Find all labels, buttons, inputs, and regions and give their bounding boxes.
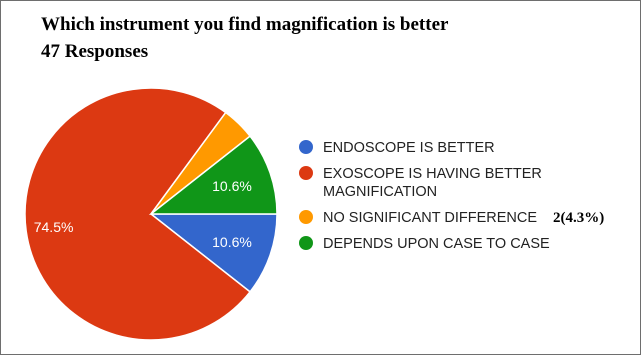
legend-label-1-line2: MAGNIFICATION — [323, 184, 437, 200]
slice-label-3: 10.6% — [212, 178, 252, 194]
legend-label-2: NO SIGNIFICANT DIFFERENCE — [323, 210, 537, 226]
chart-subtitle: 47 Responses — [41, 41, 149, 62]
legend-marker-2 — [299, 210, 313, 224]
slice-label-0: 10.6% — [212, 234, 252, 250]
legend-label-0: ENDOSCOPE IS BETTER — [323, 140, 495, 156]
legend-marker-1 — [299, 166, 313, 180]
slice-label-1: 74.5% — [34, 219, 74, 235]
no-difference-annotation: 2(4.3%) — [553, 210, 604, 226]
pie-slice-0 — [148, 213, 278, 293]
pie-slice-1 — [24, 87, 252, 341]
legend-label-3: DEPENDS UPON CASE TO CASE — [323, 236, 550, 252]
chart-title: Which instrument you find magnification … — [41, 14, 449, 35]
legend-label-1: EXOSCOPE IS HAVING BETTER — [323, 166, 542, 182]
pie-slice-3 — [148, 135, 278, 215]
legend-marker-0 — [299, 140, 313, 154]
legend-marker-3 — [299, 236, 313, 250]
